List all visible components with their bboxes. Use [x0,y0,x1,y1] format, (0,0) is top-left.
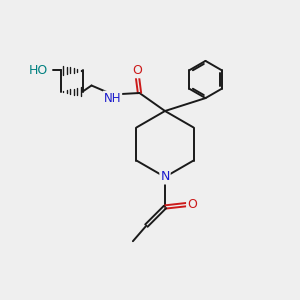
Text: O: O [132,64,142,77]
Text: N: N [160,170,170,184]
Text: NH: NH [104,92,121,105]
Text: O: O [187,198,197,211]
Text: HO: HO [28,64,48,77]
